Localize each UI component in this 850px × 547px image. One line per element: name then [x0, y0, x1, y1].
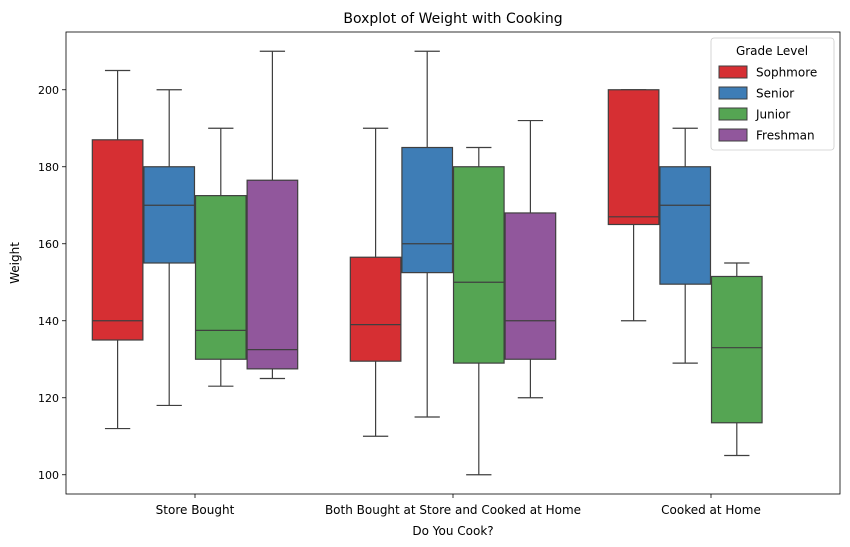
box-senior-both-bought-at-store-and-cooked-at-home [401, 50, 454, 418]
y-axis-label: Weight [8, 242, 22, 284]
y-tick-label: 180 [38, 161, 59, 174]
box-iqr [401, 146, 454, 274]
y-tick-label: 200 [38, 84, 59, 97]
box-junior-cooked-at-home [710, 262, 763, 457]
box-freshman-both-bought-at-store-and-cooked-at-home [504, 119, 557, 399]
box-senior-cooked-at-home [659, 127, 712, 364]
box-iqr [504, 212, 557, 360]
legend: Grade Level Sophmore Senior Junior Freshman [710, 37, 835, 151]
legend-label-senior: Senior [756, 87, 794, 101]
legend-title: Grade Level [736, 44, 808, 58]
y-tick-label: 160 [38, 238, 59, 251]
y-tick-label: 100 [38, 469, 59, 482]
x-axis: Store Bought Both Bought at Store and Coo… [156, 494, 761, 517]
box-iqr [607, 89, 660, 226]
box-junior-both-bought-at-store-and-cooked-at-home [452, 146, 505, 476]
box-junior-store-bought [194, 127, 247, 387]
box-senior-store-bought [143, 89, 196, 407]
box-iqr [659, 166, 712, 285]
x-tick-label: Cooked at Home [661, 503, 761, 517]
x-axis-label: Do You Cook? [412, 524, 493, 538]
legend-entries: Sophmore Senior Junior Freshman [718, 65, 817, 143]
x-tick-label: Both Bought at Store and Cooked at Home [325, 503, 581, 517]
box-iqr [710, 275, 763, 424]
box-sophmore-store-bought [91, 69, 144, 430]
legend-swatch-freshman [718, 128, 748, 142]
box-iqr [143, 166, 196, 264]
box-iqr [452, 166, 505, 364]
chart-title: Boxplot of Weight with Cooking [343, 11, 562, 27]
box-sophmore-both-bought-at-store-and-cooked-at-home [349, 127, 402, 437]
legend-swatch-junior [718, 107, 748, 121]
legend-swatch-sophmore [718, 65, 748, 79]
box-sophmore-cooked-at-home [607, 89, 660, 322]
box-iqr [246, 179, 299, 370]
plot-area [91, 50, 763, 476]
legend-swatch-senior [718, 86, 748, 100]
box-iqr [91, 139, 144, 341]
legend-label-junior: Junior [755, 108, 790, 122]
y-tick-label: 140 [38, 315, 59, 328]
box-iqr [349, 256, 402, 362]
box-freshman-store-bought [246, 50, 299, 380]
y-axis: 100 120 140 160 180 200 [38, 84, 66, 482]
y-tick-label: 120 [38, 392, 59, 405]
x-tick-label: Store Bought [156, 503, 235, 517]
box-iqr [194, 195, 247, 360]
legend-label-freshman: Freshman [756, 129, 815, 143]
legend-label-sophmore: Sophmore [756, 66, 817, 80]
